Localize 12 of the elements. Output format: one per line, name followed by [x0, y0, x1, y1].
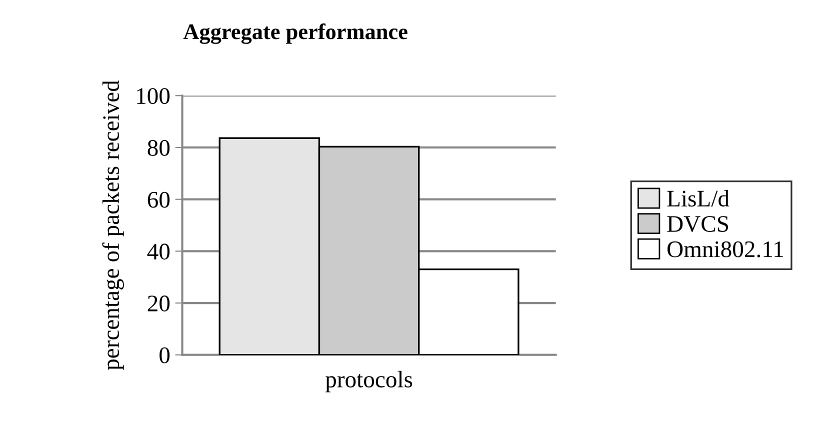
x-axis-title: protocols — [325, 370, 412, 392]
y-tick-label: 60 — [148, 192, 170, 208]
legend-label: DVCS — [667, 216, 728, 232]
y-axis-title: percentage of packets received — [102, 80, 124, 370]
y-tick-label: 40 — [147, 244, 170, 260]
y-tick-label: 80 — [148, 140, 170, 156]
chart-title: Aggregate performance — [183, 23, 408, 44]
legend-label: Omni802.11 — [668, 241, 783, 258]
y-tick-label: 100 — [137, 88, 170, 104]
legend-label: LisL/d — [667, 190, 730, 207]
y-tick-label: 20 — [148, 296, 170, 312]
y-tick-label: 0 — [160, 347, 170, 364]
